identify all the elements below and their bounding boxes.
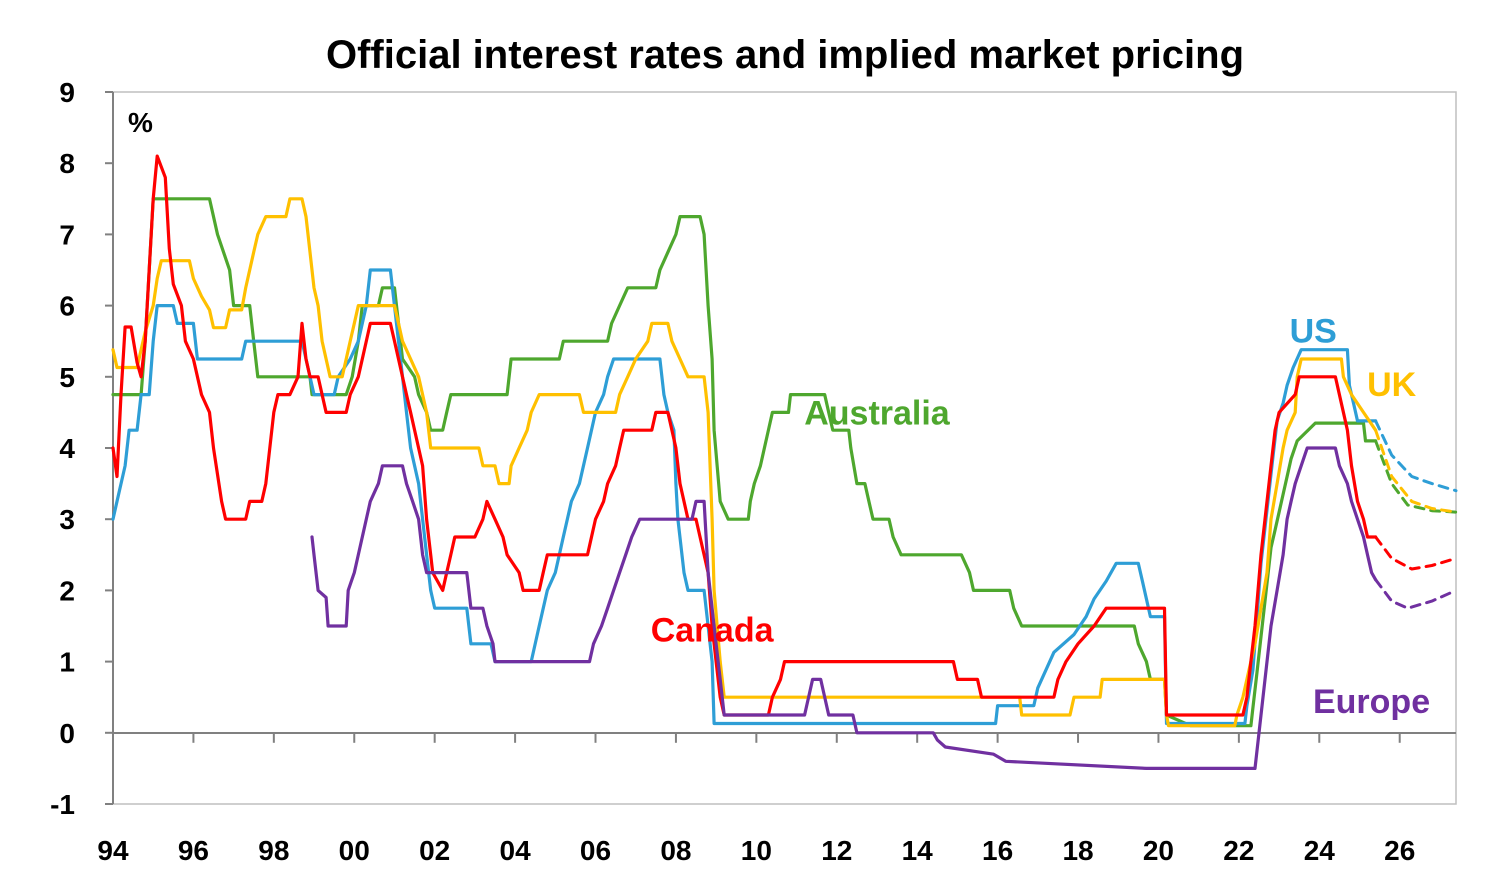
x-tick-label: 00 xyxy=(339,835,370,866)
x-tick-label: 14 xyxy=(902,835,934,866)
series-line-canada xyxy=(111,154,1378,717)
y-axis-unit-label: % xyxy=(128,107,153,138)
x-tick-label: 12 xyxy=(821,835,852,866)
series-label-canada: Canada xyxy=(651,612,775,650)
y-tick-label: -1 xyxy=(50,789,75,820)
y-tick-label: 1 xyxy=(59,647,75,678)
x-tick-label: 20 xyxy=(1143,835,1174,866)
x-tick-label: 96 xyxy=(178,835,209,866)
x-tick-label: 08 xyxy=(660,835,691,866)
series-lines xyxy=(111,154,1458,770)
series-label-europe: Europe xyxy=(1313,683,1430,721)
y-axis-ticks: -1 0 1 2 3 4 5 6 7 8 9 xyxy=(50,77,113,820)
series-line-australia-implied xyxy=(1374,439,1458,514)
series-line-canada-implied xyxy=(1374,535,1458,571)
y-tick-label: 9 xyxy=(59,77,75,108)
x-tick-label: 98 xyxy=(258,835,289,866)
y-tick-label: 3 xyxy=(59,504,75,535)
x-tick-label: 22 xyxy=(1223,835,1254,866)
x-tick-label: 94 xyxy=(97,835,129,866)
y-tick-label: 5 xyxy=(59,362,75,393)
y-tick-label: 4 xyxy=(59,433,75,464)
x-tick-label: 18 xyxy=(1062,835,1093,866)
series-label-uk: UK xyxy=(1367,366,1417,404)
y-tick-label: 8 xyxy=(59,148,75,179)
series-line-us-implied xyxy=(1374,419,1458,493)
x-tick-label: 02 xyxy=(419,835,450,866)
x-tick-label: 26 xyxy=(1384,835,1415,866)
x-tick-label: 04 xyxy=(500,835,532,866)
x-tick-label: 10 xyxy=(741,835,772,866)
x-axis-ticks: 94 96 98 00 02 04 06 08 10 12 14 16 18 20 22 24 26 xyxy=(97,732,1415,866)
chart-title: Official interest rates and implied mark… xyxy=(326,33,1244,77)
series-line-uk xyxy=(111,197,1378,728)
series-labels: Australia US UK Canada Europe xyxy=(651,313,1430,721)
y-tick-label: 6 xyxy=(59,291,75,322)
series-line-uk-implied xyxy=(1374,428,1458,514)
y-tick-label: 2 xyxy=(59,575,75,606)
x-tick-label: 24 xyxy=(1304,835,1336,866)
series-label-australia: Australia xyxy=(804,394,951,432)
x-tick-label: 16 xyxy=(982,835,1013,866)
y-tick-label: 0 xyxy=(59,718,75,749)
series-label-us: US xyxy=(1290,313,1337,351)
x-tick-label: 06 xyxy=(580,835,611,866)
series-line-europe xyxy=(310,446,1378,770)
series-line-europe-implied xyxy=(1374,578,1458,610)
y-tick-label: 7 xyxy=(59,219,75,250)
